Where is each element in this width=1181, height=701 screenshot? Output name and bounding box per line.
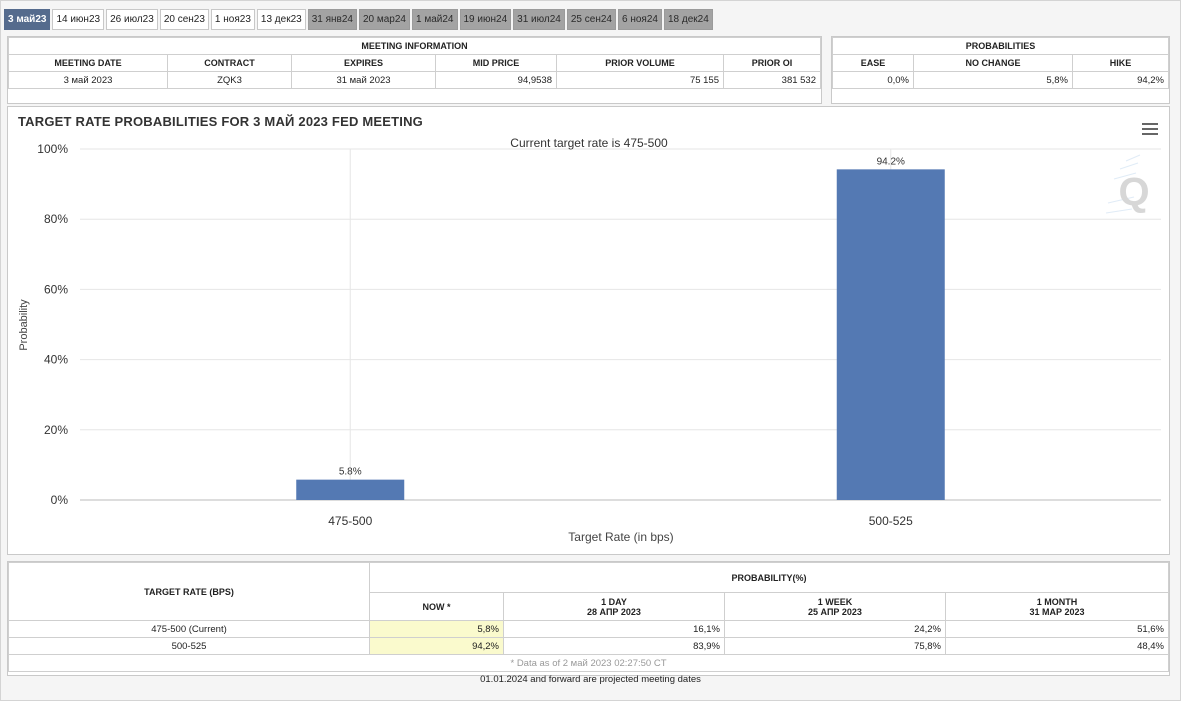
header-ease: EASE — [832, 54, 914, 72]
meeting-date-tabs: 3 май23 14 июн23 26 июл23 20 сен23 1 ноя… — [4, 9, 713, 30]
probability-bar-chart: 0% 20% 40% 60% 80% 100% 5.8% 475-500 94.2% 500-52… — [18, 136, 1161, 544]
tab-meeting-7[interactable]: 20 мар24 — [358, 9, 410, 30]
header-now: NOW * — [369, 592, 504, 621]
tab-meeting-12[interactable]: 6 ноя24 — [617, 9, 662, 30]
watermark-letter: Q — [1118, 170, 1149, 214]
table-row: 475-500 (Current) 5,8% 16,1% 24,2% 51,6% — [8, 620, 1169, 638]
row-rate: 500-525 — [8, 637, 370, 655]
watermark-logo: Q — [1105, 154, 1150, 214]
y-tick-label: 0% — [51, 493, 69, 507]
tab-meeting-0[interactable]: 3 май23 — [4, 9, 51, 30]
header-hike: HIKE — [1072, 54, 1169, 72]
header-1-month: 1 MONTH 31 МАР 2023 — [945, 592, 1169, 621]
bar-data-label: 5.8% — [339, 467, 362, 478]
tab-meeting-13[interactable]: 18 дек24 — [663, 9, 713, 30]
cell-1-day: 83,9% — [503, 637, 725, 655]
header-meeting-date: MEETING DATE — [8, 54, 168, 72]
probability-history-panel: TARGET RATE (BPS) PROBABILITY(%) NOW * 1… — [7, 561, 1170, 676]
tab-meeting-1[interactable]: 14 июн23 — [52, 9, 105, 30]
header-1-month-date: 31 МАР 2023 — [1029, 606, 1085, 617]
bar-475-500[interactable] — [296, 479, 405, 500]
tab-meeting-8[interactable]: 1 май24 — [412, 9, 458, 30]
tab-meeting-5[interactable]: 13 дек23 — [256, 9, 306, 30]
cell-1-month: 51,6% — [945, 620, 1169, 638]
value-no-change: 5,8% — [913, 71, 1073, 89]
header-probability: PROBABILITY(%) — [369, 562, 1169, 593]
header-1-day: 1 DAY 28 АПР 2023 — [503, 592, 725, 621]
cell-1-week: 24,2% — [724, 620, 946, 638]
probability-history-table: TARGET RATE (BPS) PROBABILITY(%) NOW * 1… — [8, 562, 1169, 672]
value-meeting-date: 3 май 2023 — [8, 71, 168, 89]
header-1-day-date: 28 АПР 2023 — [587, 606, 641, 617]
value-contract: ZQK3 — [167, 71, 292, 89]
header-no-change: NO CHANGE — [913, 54, 1073, 72]
value-expires: 31 май 2023 — [291, 71, 436, 89]
tab-meeting-11[interactable]: 25 сен24 — [566, 9, 616, 30]
value-hike: 94,2% — [1072, 71, 1169, 89]
bar-500-525[interactable] — [836, 169, 945, 500]
meeting-info-panel: MEETING INFORMATION MEETING DATE CONTRAC… — [7, 36, 822, 104]
meeting-info-table: MEETING INFORMATION MEETING DATE CONTRAC… — [8, 37, 821, 89]
header-prior-volume: PRIOR VOLUME — [556, 54, 724, 72]
header-prior-oi: PRIOR OI — [723, 54, 821, 72]
bar-data-label: 94.2% — [877, 156, 905, 167]
y-tick-label: 40% — [44, 353, 68, 367]
y-tick-label: 80% — [44, 212, 68, 226]
header-1-week-date: 25 АПР 2023 — [808, 606, 862, 617]
hamburger-menu-icon[interactable] — [1142, 123, 1158, 135]
y-tick-label: 100% — [37, 142, 68, 156]
chart-title: TARGET RATE PROBABILITIES FOR 3 МАЙ 2023… — [18, 114, 423, 129]
header-contract: CONTRACT — [167, 54, 292, 72]
probabilities-title: PROBABILITIES — [832, 37, 1169, 55]
header-1-week: 1 WEEK 25 АПР 2023 — [724, 592, 946, 621]
cell-1-month: 48,4% — [945, 637, 1169, 655]
projected-dates-footnote: 01.01.2024 and forward are projected mee… — [480, 674, 701, 685]
row-rate: 475-500 (Current) — [8, 620, 370, 638]
y-tick-label: 20% — [44, 423, 68, 437]
header-target-rate: TARGET RATE (BPS) — [8, 562, 370, 621]
data-timestamp-note: * Data as of 2 май 2023 02:27:50 CT — [8, 654, 1169, 672]
x-tick-label: 475-500 — [328, 514, 372, 528]
table-row: 500-525 94,2% 83,9% 75,8% 48,4% — [8, 637, 1169, 655]
x-tick-label: 500-525 — [869, 514, 913, 528]
cell-now: 94,2% — [369, 637, 504, 655]
tab-meeting-9[interactable]: 19 июн24 — [459, 9, 512, 30]
header-mid-price: MID PRICE — [435, 54, 557, 72]
tab-meeting-6[interactable]: 31 янв24 — [307, 9, 357, 30]
tab-meeting-10[interactable]: 31 июл24 — [513, 9, 565, 30]
chart-subtitle: Current target rate is 475-500 — [510, 136, 668, 150]
y-tick-label: 60% — [44, 282, 68, 296]
cell-now: 5,8% — [369, 620, 504, 638]
value-prior-oi: 381 532 — [723, 71, 821, 89]
y-axis-label: Probability — [18, 299, 30, 351]
tab-meeting-3[interactable]: 20 сен23 — [159, 9, 209, 30]
value-prior-volume: 75 155 — [556, 71, 724, 89]
value-mid-price: 94,9538 — [435, 71, 557, 89]
cell-1-week: 75,8% — [724, 637, 946, 655]
probabilities-panel: PROBABILITIES EASE NO CHANGE HIKE 0,0% 5… — [831, 36, 1170, 104]
header-expires: EXPIRES — [291, 54, 436, 72]
tab-meeting-4[interactable]: 1 ноя23 — [210, 9, 255, 30]
cell-1-day: 16,1% — [503, 620, 725, 638]
probabilities-table: PROBABILITIES EASE NO CHANGE HIKE 0,0% 5… — [832, 37, 1169, 89]
chart-panel: TARGET RATE PROBABILITIES FOR 3 МАЙ 2023… — [7, 106, 1170, 555]
value-ease: 0,0% — [832, 71, 914, 89]
meeting-info-title: MEETING INFORMATION — [8, 37, 821, 55]
tab-meeting-2[interactable]: 26 июл23 — [106, 9, 158, 30]
x-axis-label: Target Rate (in bps) — [568, 530, 673, 544]
